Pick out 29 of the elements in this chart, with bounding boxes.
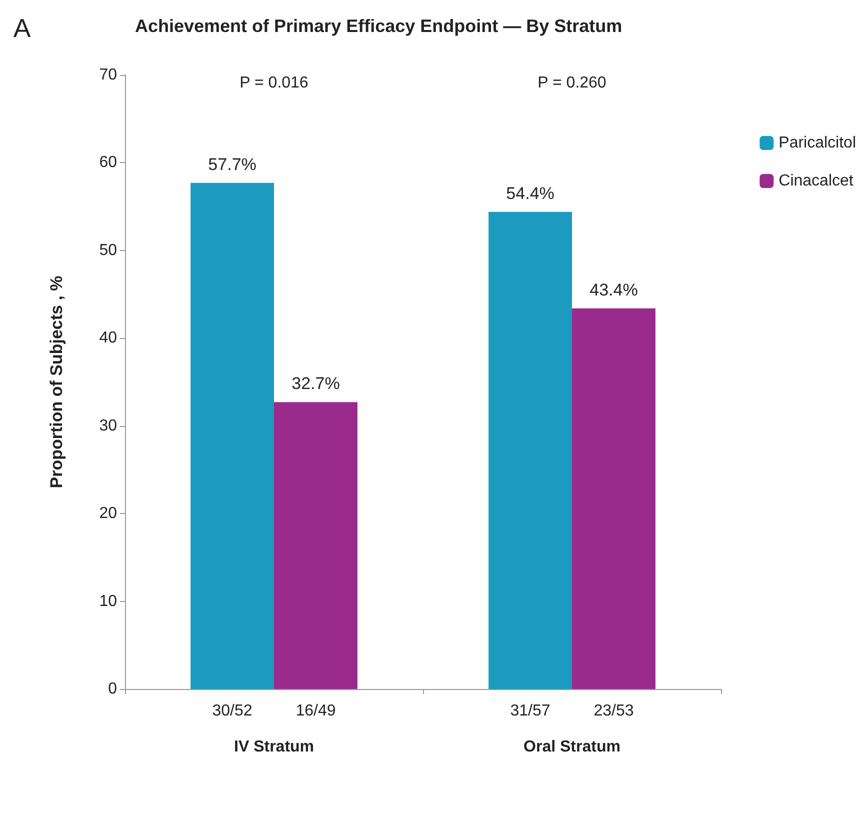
data-label: 43.4% [590, 280, 638, 300]
chart-title: Achievement of Primary Efficacy Endpoint — By Stratum [135, 16, 622, 36]
bar [190, 182, 274, 689]
legend-label: Paricalcitol [778, 134, 856, 152]
y-axis-title: Proportion of Subjects , % [47, 276, 66, 488]
bar [572, 308, 656, 689]
y-tick-label: 10 [99, 592, 118, 610]
y-tick-label: 60 [99, 154, 118, 172]
bar [488, 212, 572, 689]
text: A [13, 13, 32, 43]
bar [274, 402, 358, 689]
text: 31/57 [510, 702, 550, 720]
y-tick-label: 0 [108, 680, 118, 698]
annotation: P = 0.016 [240, 74, 308, 92]
text: 30/52 [212, 702, 252, 720]
data-label: 54.4% [506, 184, 554, 203]
text: 23/53 [594, 702, 634, 720]
y-tick-label: 40 [99, 330, 118, 347]
y-tick-label: 50 [99, 242, 118, 259]
y-tick-label: 70 [99, 66, 118, 84]
x-tick-label: IV Stratum [234, 738, 314, 756]
annotation: P = 0.260 [538, 74, 606, 92]
data-label: 57.7% [208, 154, 256, 174]
text: 16/49 [296, 702, 336, 720]
data-label: 32.7% [292, 374, 340, 394]
legend-label: Cinacalcet [778, 172, 854, 190]
y-tick-label: 20 [99, 505, 118, 522]
y-tick-label: 30 [99, 417, 118, 434]
x-tick-label: Oral Stratum [524, 738, 620, 756]
